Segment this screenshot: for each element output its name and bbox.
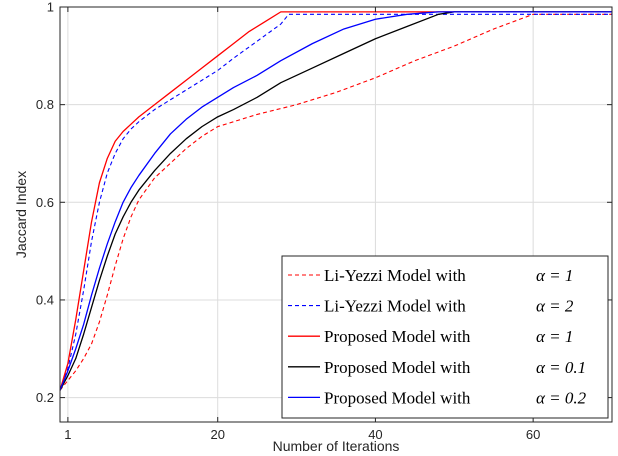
legend-label-1: Li-Yezzi Model with (324, 266, 466, 285)
y-axis-label: Jaccard Index (13, 171, 29, 258)
y-tick-label: 0.4 (36, 292, 54, 307)
legend-label-5: Proposed Model with (324, 388, 471, 407)
legend: Li-Yezzi Model with α = 1 Li-Yezzi Model w… (281, 255, 609, 419)
series-line-3 (59, 11, 612, 391)
series-line-1 (59, 13, 612, 391)
y-tick-label: 0.6 (36, 195, 54, 210)
legend-alpha-1: α = 1 (536, 266, 573, 285)
x-axis-label: Number of Iterations (273, 438, 400, 454)
legend-alpha-3: α = 1 (536, 327, 573, 346)
legend-alpha-2: α = 2 (536, 297, 574, 316)
x-tick-label: 1 (64, 427, 71, 442)
series-line-5 (59, 11, 612, 391)
series-line-2 (59, 13, 612, 391)
series-line-4 (59, 11, 612, 391)
legend-box (281, 255, 609, 419)
legend-label-3: Proposed Model with (324, 327, 471, 346)
y-tick-label: 1 (47, 0, 54, 15)
y-tick-label: 0.2 (36, 390, 54, 405)
axis-ticks: 1 20 40 60 0.2 0.4 0.6 0.8 1 (36, 0, 612, 442)
legend-label-2: Li-Yezzi Model with (324, 297, 466, 316)
y-tick-label: 0.8 (36, 97, 54, 112)
series-lines (59, 11, 612, 391)
x-tick-label: 60 (526, 427, 540, 442)
x-tick-label: 40 (368, 427, 382, 442)
x-tick-label: 20 (210, 427, 224, 442)
legend-label-4: Proposed Model with (324, 358, 471, 377)
plot-frame (59, 6, 613, 423)
legend-alpha-5: α = 0.2 (536, 388, 587, 407)
legend-alpha-4: α = 0.1 (536, 358, 586, 377)
